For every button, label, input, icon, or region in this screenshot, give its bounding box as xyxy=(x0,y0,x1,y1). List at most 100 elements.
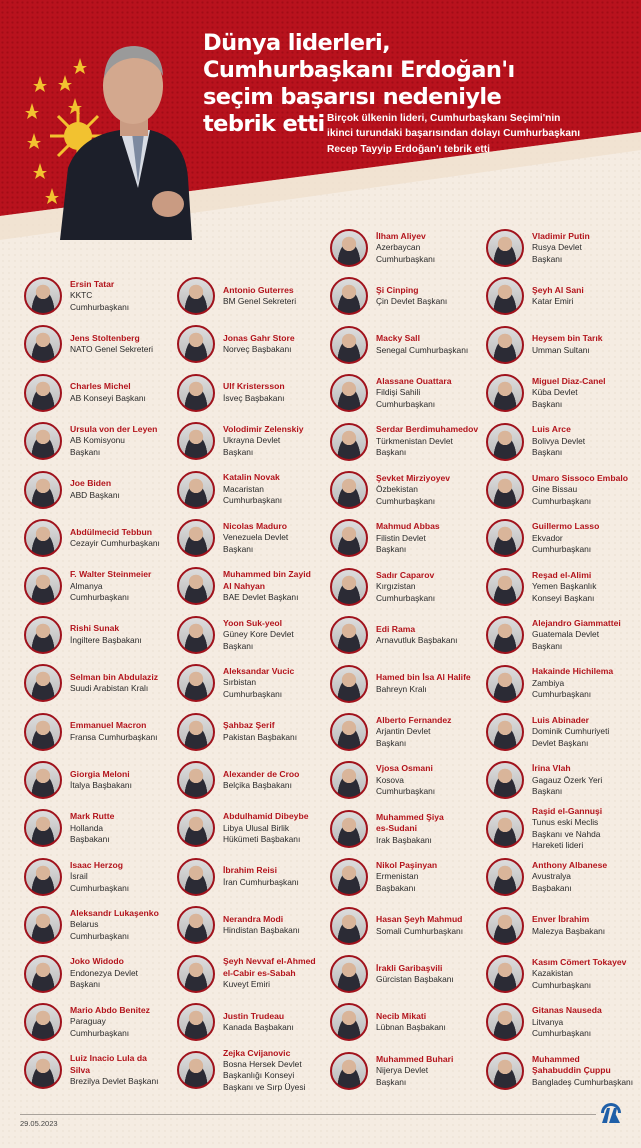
leader-text: Emmanuel Macron Fransa Cumhurbaşkanı xyxy=(70,720,158,743)
leader-title: Gine Bissau Cumhurbaşkanı xyxy=(532,484,592,506)
leader-name: İrakli Garibaşvili xyxy=(376,962,443,973)
leader-text: Hamed bin İsa Al Halife Bahreyn Kralı xyxy=(376,672,471,695)
leader-name: Şi Cinping xyxy=(376,284,419,295)
leader-photo xyxy=(330,374,368,413)
leader-text: Alassane Ouattara Fildişi Sahili Cumhurba… xyxy=(376,376,451,410)
leader-item: Umaro Sissoco Embalo Gine Bissau Cumhurba… xyxy=(486,470,628,510)
leader-item: Nicolas Maduro Venezuela Devlet Başkanı xyxy=(177,518,288,558)
leader-name: Mark Rutte xyxy=(70,811,115,822)
leader-item: Şeyh Al Sani Katar Emiri xyxy=(486,276,584,316)
leader-item: Enver İbrahim Malezya Başbakanı xyxy=(486,906,605,946)
leader-photo xyxy=(486,422,524,461)
leader-name: İlham Aliyev xyxy=(376,230,426,241)
leader-title: Suudi Arabistan Kralı xyxy=(70,683,149,694)
leader-title: İtalya Başbakanı xyxy=(70,780,132,790)
leader-name: Hamed bin İsa Al Halife xyxy=(376,672,471,683)
leader-text: Ursula von der Leyen AB Komisyonu Başkanı xyxy=(70,424,157,458)
leader-title: Kuveyt Emiri xyxy=(223,979,271,990)
leader-item: Nikol Paşinyan Ermenistan Başbakanı xyxy=(330,857,437,897)
leader-photo xyxy=(486,471,524,509)
leader-name: Anthony Albanese xyxy=(532,860,608,871)
leader-text: Şi Cinping Çin Devlet Başkanı xyxy=(376,285,447,308)
leader-text: Nicolas Maduro Venezuela Devlet Başkanı xyxy=(223,521,288,555)
leader-photo xyxy=(24,954,62,993)
leader-name: Ulf Kristersson xyxy=(223,381,285,392)
leader-item: Alexander de Croo Belçika Başbakanı xyxy=(177,760,299,800)
leader-photo xyxy=(486,374,524,413)
leader-name: Muhammed Buhari xyxy=(376,1053,454,1064)
leader-name: Volodimir Zelenskiy xyxy=(223,424,304,435)
leader-title: Senegal Cumhurbaşkanı xyxy=(376,344,469,355)
leader-item: Muhammed Şiya es-Sudani Irak Başbakanı xyxy=(330,809,444,849)
leader-item: Macky Sall Senegal Cumhurbaşkanı xyxy=(330,325,468,365)
leader-photo xyxy=(177,664,215,703)
leader-text: Raşid el-Gannuşi Tunus eski Meclis Başkan… xyxy=(532,806,602,852)
leader-item: Serdar Berdimuhamedov Türkmenistan Devlet… xyxy=(330,422,478,462)
presidential-emblem-and-portrait xyxy=(25,46,192,240)
leader-text: Anthony Albanese Avustralya Başbakanı xyxy=(532,860,607,894)
leader-photo xyxy=(24,809,62,848)
leader-text: Ulf Kristersson İsveç Başbakanı xyxy=(223,381,285,404)
leader-text: Aleksandar Vucic Sırbistan Cumhurbaşkanı xyxy=(223,666,294,700)
leader-photo xyxy=(486,1051,524,1090)
leader-photo xyxy=(177,277,215,315)
leader-name: Muhammed Şiya es-Sudani xyxy=(376,811,444,834)
leader-photo xyxy=(486,809,524,848)
leader-text: Isaac Herzog İsrail Cumhurbaşkanı xyxy=(70,860,129,894)
leader-text: Necib Mikati Lübnan Başbakanı xyxy=(376,1011,446,1034)
leader-item: Abdulhamid Dibeybe Libya Ulusal Birlik Hü… xyxy=(177,808,308,848)
leader-title: Litvanya Cumhurbaşkanı xyxy=(532,1016,592,1039)
leader-photo xyxy=(24,712,62,751)
leader-name: Katalin Novak xyxy=(223,472,280,483)
leader-item: Raşid el-Gannuşi Tunus eski Meclis Başkan… xyxy=(486,806,602,852)
leader-title: Pakistan Başbakanı xyxy=(223,731,298,742)
leader-item: Charles Michel AB Konseyi Başkanı xyxy=(24,373,146,413)
leader-photo xyxy=(24,761,62,799)
leader-item: İrina Vlah Gagauz Özerk Yeri Başkanı xyxy=(486,760,602,800)
leader-item: Hasan Şeyh Mahmud Somali Cumhurbaşkanı xyxy=(330,906,463,946)
leader-photo xyxy=(177,567,215,606)
leader-photo xyxy=(177,809,215,848)
leader-title: Nijerya Devlet Başkanı xyxy=(376,1065,429,1087)
leader-text: Guillermo Lasso Ekvador Cumhurbaşkanı xyxy=(532,521,599,555)
leader-item: Hamed bin İsa Al Halife Bahreyn Kralı xyxy=(330,664,471,704)
leader-name: Alexander de Croo xyxy=(223,768,300,779)
leader-title: Arjantin Devlet Başkanı xyxy=(376,726,431,748)
leader-photo xyxy=(486,277,524,316)
leader-name: Nicolas Maduro xyxy=(223,520,287,531)
leader-item: Giorgia Meloni İtalya Başbakanı xyxy=(24,760,132,800)
leader-text: Ersin Tatar KKTC Cumhurbaşkanı xyxy=(70,279,129,313)
leader-photo xyxy=(177,906,215,945)
leader-photo xyxy=(486,1003,524,1042)
leader-name: Heysem bin Tarık xyxy=(532,333,603,344)
leader-photo xyxy=(330,229,368,267)
leader-item: Luis Abinader Dominik Cumhuriyeti Devlet … xyxy=(486,712,609,752)
leader-item: Justin Trudeau Kanada Başbakanı xyxy=(177,1002,294,1042)
leader-photo xyxy=(486,519,524,558)
leader-name: İrina Vlah xyxy=(532,763,571,774)
leader-photo xyxy=(330,664,368,703)
leader-item: Antonio Guterres BM Genel Sekreteri xyxy=(177,276,296,316)
leader-photo xyxy=(177,519,215,557)
leader-text: Yoon Suk-yeol Güney Kore Devlet Başkanı xyxy=(223,618,294,652)
leader-photo xyxy=(177,470,215,509)
leader-photo xyxy=(486,229,524,267)
leader-title: Gagauz Özerk Yeri Başkanı xyxy=(532,774,603,797)
leader-name: Hakainde Hichilema xyxy=(532,666,614,677)
leader-title: Somali Cumhurbaşkanı xyxy=(376,925,464,936)
leader-item: Selman bin Abdulaziz Suudi Arabistan Kral… xyxy=(24,663,158,703)
leader-photo xyxy=(330,422,368,461)
leader-photo xyxy=(24,857,62,896)
leader-photo xyxy=(486,906,524,945)
leader-photo xyxy=(24,325,62,364)
leader-text: Muhammed Şahabuddin Çuppu Bangladeş Cumhu… xyxy=(532,1054,633,1088)
leader-photo xyxy=(24,906,62,945)
leader-text: Selman bin Abdulaziz Suudi Arabistan Kral… xyxy=(70,672,158,695)
leader-item: Şeyh Nevvaf el-Ahmed el-Cabir es-Sabah Ku… xyxy=(177,954,316,994)
leader-title: Libya Ulusal Birlik Hükümeti Başbakanı xyxy=(223,822,301,845)
leader-name: Gitanas Nauseda xyxy=(532,1005,602,1016)
leader-photo xyxy=(330,471,368,509)
leader-title: Sırbistan Cumhurbaşkanı xyxy=(223,677,283,699)
leader-photo xyxy=(24,277,62,315)
leader-name: Emmanuel Macron xyxy=(70,720,147,731)
